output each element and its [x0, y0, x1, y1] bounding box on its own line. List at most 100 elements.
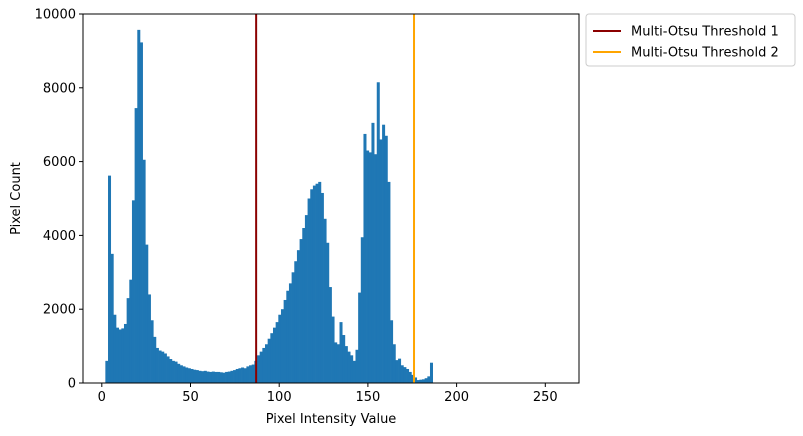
- histogram-bar: [153, 336, 157, 383]
- histogram-bar: [328, 287, 332, 383]
- histogram-bar: [387, 181, 391, 383]
- histogram-bar: [257, 355, 261, 383]
- histogram-bar: [113, 314, 117, 383]
- histogram-bars: [105, 29, 433, 384]
- histogram-bar: [203, 370, 207, 383]
- legend: Multi-Otsu Threshold 1 Multi-Otsu Thresh…: [585, 13, 796, 67]
- histogram-bar: [318, 181, 322, 383]
- histogram-bar: [384, 135, 388, 383]
- histogram-bar: [358, 292, 362, 383]
- histogram-bar: [320, 192, 324, 383]
- histogram-bar: [376, 82, 380, 383]
- histogram-bar: [299, 239, 303, 383]
- histogram-bar: [115, 327, 120, 383]
- histogram-bar: [259, 351, 263, 383]
- histogram-bar: [142, 159, 146, 383]
- y-tick-label: 0: [68, 377, 76, 392]
- x-tick-label: 50: [182, 390, 199, 405]
- histogram-bar: [326, 242, 330, 383]
- histogram-bar: [275, 322, 279, 383]
- histogram-bar: [155, 347, 159, 383]
- histogram-bar: [118, 329, 122, 383]
- histogram-bar: [360, 237, 364, 383]
- threshold-lines: [255, 14, 416, 383]
- histogram-bar: [411, 374, 415, 383]
- plot-area-frame: [82, 13, 580, 384]
- histogram-bar: [304, 215, 308, 383]
- histogram-bar: [288, 283, 292, 383]
- histogram-bar: [182, 366, 186, 383]
- histogram-bar: [230, 370, 234, 383]
- histogram-bar: [267, 338, 271, 383]
- histogram-bar: [366, 150, 370, 383]
- y-tick-label: 6000: [43, 155, 76, 170]
- histogram-bar: [312, 185, 316, 383]
- x-axis-ticks: 0 50 100 150 200 250: [98, 383, 558, 405]
- legend-label-threshold-1: Multi-Otsu Threshold 1: [631, 25, 779, 40]
- histogram-bar: [217, 371, 221, 383]
- histogram-bar: [302, 228, 306, 383]
- histogram-bar: [219, 372, 223, 383]
- histogram-bar: [352, 360, 356, 383]
- histogram-bar: [163, 353, 167, 383]
- histogram-bar: [296, 250, 300, 383]
- y-axis-label: Pixel Count: [9, 162, 24, 235]
- histogram-bar: [158, 350, 162, 383]
- histogram-bar: [198, 370, 202, 383]
- histogram-bar: [350, 355, 354, 383]
- x-tick-label: 150: [355, 390, 380, 405]
- histogram-bar: [222, 372, 226, 383]
- histogram-bar: [126, 298, 130, 383]
- histogram-bar: [336, 344, 340, 383]
- histogram-bar: [398, 358, 402, 383]
- histogram-bar: [395, 360, 399, 383]
- histogram-bar: [108, 175, 112, 383]
- histogram-bar: [422, 379, 426, 383]
- histogram-bar: [419, 379, 423, 383]
- histogram-bar: [307, 198, 311, 383]
- histogram-bar: [134, 108, 138, 383]
- histogram-bar: [161, 351, 165, 383]
- histogram-bar: [227, 371, 231, 383]
- histogram-bar: [403, 367, 407, 383]
- histogram-bar: [139, 42, 143, 384]
- histogram-bar: [368, 152, 372, 383]
- histogram-bar: [195, 370, 199, 383]
- histogram-bar: [283, 299, 287, 383]
- histogram-bar: [424, 378, 428, 383]
- histogram-bar: [166, 356, 170, 383]
- y-tick-label: 2000: [43, 303, 76, 318]
- histogram-bar: [392, 344, 396, 383]
- histogram-bar: [379, 139, 383, 383]
- y-axis-ticks: 0 2000 4000 6000 8000 10000: [35, 8, 83, 392]
- histogram-bar: [323, 218, 327, 383]
- histogram-bar: [177, 363, 181, 383]
- histogram-bar: [408, 371, 412, 383]
- x-tick-label: 250: [533, 390, 558, 405]
- histogram-bar: [344, 346, 348, 383]
- histogram-bar: [225, 371, 229, 383]
- histogram-bar: [249, 365, 253, 383]
- histogram-bar: [406, 368, 410, 383]
- histogram-bar: [400, 365, 404, 383]
- y-tick-label: 4000: [43, 229, 76, 244]
- x-tick-label: 100: [267, 390, 292, 405]
- histogram-bar: [190, 368, 194, 383]
- histogram-bar: [382, 124, 386, 383]
- histogram-bar: [291, 272, 295, 383]
- histogram-bar: [185, 367, 189, 383]
- histogram-bar: [110, 253, 114, 383]
- histogram-bar: [241, 367, 245, 383]
- histogram-bar: [243, 368, 247, 383]
- histogram-bar: [347, 351, 351, 383]
- histogram-bar: [342, 335, 346, 383]
- histogram-bar: [246, 366, 250, 383]
- histogram-bar: [129, 279, 133, 383]
- histogram-bar: [280, 309, 284, 383]
- histogram-bar: [339, 322, 343, 383]
- histogram-bar: [310, 189, 314, 383]
- histogram-bar: [206, 371, 210, 383]
- histogram-bar: [374, 154, 378, 383]
- histogram-bar: [278, 314, 282, 383]
- x-tick-label: 0: [98, 390, 106, 405]
